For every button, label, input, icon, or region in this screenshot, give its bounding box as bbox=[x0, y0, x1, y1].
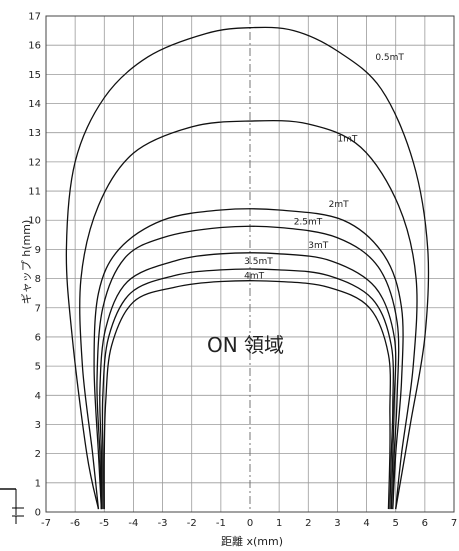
series-curve-4mT bbox=[103, 280, 391, 510]
x-tick-label: -4 bbox=[128, 518, 138, 529]
on-region-annotation: ON 領域 bbox=[207, 333, 284, 357]
series-curve-3mT bbox=[99, 252, 397, 510]
series-labels: 0.5mT 1mT 2mT 2.5mT 3mT 3.5mT 4mT bbox=[244, 53, 404, 282]
x-tick-label: 6 bbox=[422, 518, 428, 529]
series-curve-0_5mT bbox=[65, 26, 430, 510]
y-axis-label: ギャップ h(mm) bbox=[20, 220, 33, 304]
y-tick-label: 3 bbox=[35, 420, 41, 431]
series-label-2_5mT: 2.5mT bbox=[294, 218, 323, 228]
y-tick-label: 17 bbox=[28, 12, 41, 23]
series-curve-2mT bbox=[93, 208, 404, 510]
x-tick-label: -3 bbox=[158, 518, 168, 529]
x-tick-label: 1 bbox=[276, 518, 282, 529]
series-label-0_5mT: 0.5mT bbox=[375, 53, 404, 63]
y-tick-label: 16 bbox=[28, 41, 41, 52]
y-tick-label: 14 bbox=[28, 99, 41, 110]
x-tick-label: 0 bbox=[247, 518, 253, 529]
y-tick-label: 10 bbox=[28, 216, 41, 227]
series-curves bbox=[65, 26, 430, 510]
grid bbox=[45, 15, 455, 513]
series-label-4mT: 4mT bbox=[244, 272, 264, 282]
y-tick-label: 11 bbox=[28, 187, 41, 198]
y-tick-label: 13 bbox=[28, 128, 41, 139]
y-tick-label: 5 bbox=[35, 362, 41, 373]
y-tick-label: 9 bbox=[35, 245, 41, 256]
x-tick-label: 3 bbox=[334, 518, 340, 529]
plot-frame bbox=[45, 15, 455, 513]
x-tick-label: -6 bbox=[70, 518, 80, 529]
series-label-3mT: 3mT bbox=[308, 241, 328, 251]
y-tick-label: 12 bbox=[28, 157, 41, 168]
series-label-2mT: 2mT bbox=[329, 200, 349, 210]
x-tick-label: 2 bbox=[305, 518, 311, 529]
y-tick-label: 7 bbox=[35, 303, 41, 314]
y-tick-label: 1 bbox=[35, 478, 41, 489]
x-tick-label: 7 bbox=[451, 518, 457, 529]
gap-indicator bbox=[0, 488, 24, 524]
series-label-1mT: 1mT bbox=[337, 134, 357, 144]
x-tick-label: 5 bbox=[393, 518, 399, 529]
y-tick-label: 4 bbox=[35, 391, 41, 402]
x-tick-label: 4 bbox=[363, 518, 369, 529]
series-label-3_5mT: 3.5mT bbox=[244, 257, 273, 267]
y-tick-label: 8 bbox=[35, 274, 41, 285]
series-curve-3_5mT bbox=[101, 268, 394, 510]
x-tick-label: -1 bbox=[216, 518, 226, 529]
y-tick-label: 6 bbox=[35, 332, 41, 343]
tick-labels: -7 -6 -5 -4 -3 -2 -1 0 1 2 3 4 5 6 7012345678910111213… bbox=[28, 12, 457, 530]
x-tick-label: -5 bbox=[99, 518, 109, 529]
series-curve-2_5mT bbox=[96, 225, 400, 510]
x-tick-label: -7 bbox=[41, 518, 51, 529]
y-tick-label: 0 bbox=[35, 508, 41, 519]
series-curve-1mT bbox=[79, 119, 418, 510]
y-tick-label: 15 bbox=[28, 70, 41, 81]
x-axis-label: 距離 x(mm) bbox=[221, 534, 283, 548]
x-tick-label: -2 bbox=[187, 518, 197, 529]
y-tick-label: 2 bbox=[35, 449, 41, 460]
